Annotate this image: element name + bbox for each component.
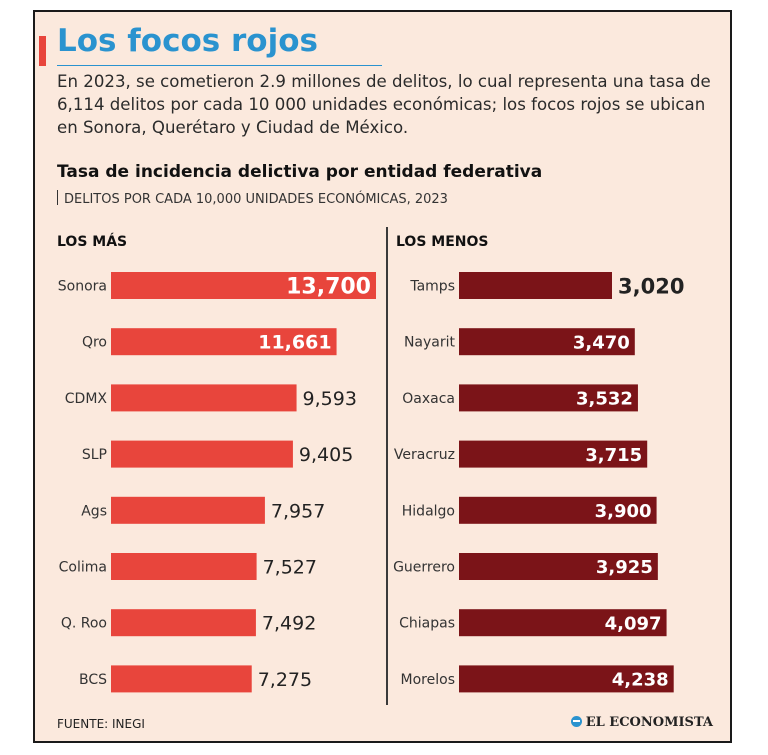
- value-label: 11,661: [258, 332, 331, 354]
- category-label: Chiapas: [399, 616, 455, 632]
- bar: [459, 665, 674, 693]
- value-label: 3,900: [595, 501, 652, 522]
- chart-title: Tasa de incidencia delictiva por entidad…: [57, 162, 543, 182]
- source-note: FUENTE: INEGI: [57, 717, 145, 731]
- bar: [459, 384, 638, 412]
- category-label: CDMX: [65, 391, 108, 407]
- subtitle-marker: [57, 190, 58, 205]
- category-label: Oaxaca: [402, 391, 455, 407]
- category-label: Colima: [59, 560, 107, 576]
- value-label: 3,020: [618, 274, 684, 298]
- value-label: 7,957: [271, 500, 325, 522]
- panel-divider: [386, 227, 388, 705]
- bar: [111, 496, 265, 524]
- intro-paragraph: En 2023, se cometieron 2.9 millones de d…: [57, 72, 711, 137]
- bar: [111, 272, 376, 299]
- category-label: Morelos: [401, 672, 455, 688]
- value-label: 3,470: [573, 332, 630, 353]
- category-label: Ags: [81, 503, 107, 519]
- category-label: Nayarit: [404, 335, 456, 351]
- chart-subtitle: DELITOS POR CADA 10,000 UNIDADES ECONÓMI…: [57, 190, 448, 207]
- category-label: BCS: [79, 672, 107, 688]
- value-label: 9,405: [299, 444, 353, 466]
- value-label: 3,715: [585, 445, 642, 466]
- brand-logo-text: EL ECONOMISTA: [585, 715, 713, 730]
- value-label: 7,492: [262, 613, 316, 635]
- bar: [111, 328, 337, 356]
- bar: [459, 609, 667, 637]
- value-label: 3,532: [576, 389, 633, 410]
- brand-logo-icon: [570, 716, 582, 727]
- infographic-frame: Los focos rojos En 2023, se cometieron 2…: [33, 10, 732, 743]
- value-label: 9,593: [303, 388, 357, 410]
- category-label: Veracruz: [394, 447, 455, 463]
- panel-heading-most: LOS MÁS: [57, 234, 128, 250]
- category-label: Sonora: [58, 279, 107, 295]
- title-underline: [57, 65, 382, 66]
- title-accent-bar: [39, 36, 46, 66]
- category-label: Tamps: [409, 279, 455, 295]
- chart-subtitle-text: DELITOS POR CADA 10,000 UNIDADES ECONÓMI…: [64, 192, 448, 207]
- brand-logo: EL ECONOMISTA: [570, 715, 713, 730]
- value-label: 3,925: [596, 557, 653, 578]
- page-title: Los focos rojos: [57, 23, 318, 59]
- bar: [111, 609, 256, 637]
- value-label: 7,275: [258, 669, 312, 691]
- bar: [459, 496, 657, 524]
- value-label: 4,097: [605, 613, 662, 634]
- value-label: 4,238: [612, 670, 669, 691]
- bar: [459, 553, 658, 580]
- bar: [459, 272, 612, 299]
- category-label: Qro: [82, 335, 107, 351]
- bar: [111, 440, 293, 468]
- bar-chart: Sonora 13,700 Qro 11,661 CDMX 9,593 SLP 9,405 Ag…: [58, 272, 684, 693]
- value-label: 7,527: [263, 557, 317, 579]
- bar: [459, 440, 648, 468]
- category-label: Hidalgo: [402, 503, 455, 519]
- value-label: 13,700: [286, 275, 371, 300]
- bar: [111, 384, 297, 412]
- panel-heading-least: LOS MENOS: [396, 234, 489, 250]
- bar: [111, 665, 252, 693]
- bar: [459, 328, 635, 356]
- category-label: SLP: [82, 447, 107, 463]
- category-label: Q. Roo: [61, 616, 107, 632]
- bar: [111, 553, 257, 580]
- category-label: Guerrero: [393, 560, 455, 576]
